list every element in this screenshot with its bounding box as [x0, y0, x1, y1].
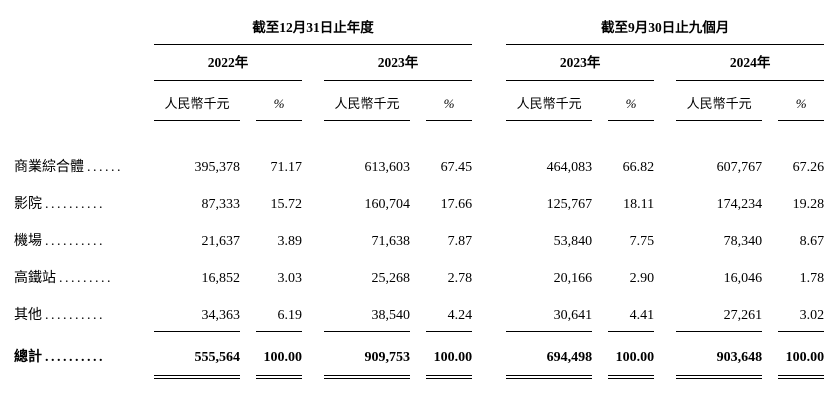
period-header-annual: 截至12月31日止年度 — [154, 10, 473, 45]
cell-percent: 3.02 — [778, 294, 825, 332]
cell-percent: 7.87 — [447, 234, 473, 249]
cell-percent: 3.03 — [277, 271, 303, 286]
revenue-by-venue-table: 截至12月31日止年度 截至9月30日止九個月 2022年 2023年 2023… — [14, 10, 825, 378]
cell-percent: 18.11 — [623, 197, 655, 212]
total-value: 694,498 — [506, 331, 593, 378]
row-label: 影院.......... — [14, 197, 105, 212]
table-row-cinema: 影院.......... 87,333 15.72 160,704 17.66 … — [14, 183, 824, 220]
cell-value: 78,340 — [723, 234, 763, 249]
year-header-2023: 2023年 — [324, 44, 473, 81]
cell-value: 21,637 — [201, 234, 241, 249]
total-value: 555,564 — [154, 331, 240, 378]
cell-percent: 4.24 — [426, 294, 473, 332]
year-header-row: 2022年 2023年 2023年 2024年 — [14, 44, 825, 81]
dot-leader: .......... — [45, 234, 105, 249]
dot-leader: .......... — [45, 197, 105, 212]
cell-percent: 1.78 — [799, 271, 825, 286]
total-percent: 100.00 — [256, 331, 302, 378]
total-label: 總計.......... — [14, 350, 105, 365]
cell-value: 464,083 — [546, 160, 593, 175]
cell-percent: 17.66 — [440, 197, 473, 212]
cell-value: 395,378 — [194, 160, 241, 175]
cell-percent: 7.75 — [629, 234, 655, 249]
cell-percent: 8.67 — [799, 234, 825, 249]
percent-header: % — [608, 80, 655, 121]
percent-header: % — [426, 80, 473, 121]
cell-value: 30,641 — [506, 294, 593, 332]
year-header-2024-9m: 2024年 — [676, 44, 825, 81]
table-row-total: 總計.......... 555,564 100.00 909,753 100.… — [14, 331, 825, 378]
unit-header: 人民幣千元 — [154, 80, 240, 121]
total-percent: 100.00 — [608, 331, 655, 378]
header-body-spacer — [14, 120, 824, 146]
total-percent: 100.00 — [778, 331, 825, 378]
dot-leader: ......... — [59, 271, 113, 286]
cell-value: 16,046 — [723, 271, 763, 286]
total-value: 909,753 — [324, 331, 410, 378]
table-row-airport: 機場.......... 21,637 3.89 71,638 7.87 53,… — [14, 220, 824, 257]
cell-percent: 67.26 — [792, 160, 825, 175]
cell-value: 607,767 — [716, 160, 763, 175]
cell-value: 125,767 — [546, 197, 593, 212]
unit-header: 人民幣千元 — [324, 80, 410, 121]
table-row-commercial-complex: 商業綜合體...... 395,378 71.17 613,603 67.45 … — [14, 146, 824, 183]
cell-percent: 3.89 — [277, 234, 303, 249]
row-label: 機場.......... — [14, 234, 105, 249]
cell-percent: 71.17 — [270, 160, 303, 175]
cell-value: 38,540 — [324, 294, 410, 332]
total-value: 903,648 — [676, 331, 763, 378]
cell-value: 53,840 — [553, 234, 593, 249]
cell-value: 27,261 — [676, 294, 763, 332]
row-label: 高鐵站......... — [14, 271, 113, 286]
cell-value: 20,166 — [553, 271, 593, 286]
year-header-2022: 2022年 — [154, 44, 302, 81]
cell-percent: 6.19 — [256, 294, 302, 332]
period-header-nine-months: 截至9月30日止九個月 — [506, 10, 825, 45]
row-label: 其他.......... — [14, 308, 105, 323]
dot-leader: .......... — [45, 350, 105, 365]
cell-percent: 15.72 — [270, 197, 303, 212]
unit-header-row: 人民幣千元 % 人民幣千元 % 人民幣千元 % 人民幣千元 % — [14, 80, 825, 121]
cell-value: 25,268 — [371, 271, 411, 286]
percent-header: % — [256, 80, 302, 121]
year-header-2023-9m: 2023年 — [506, 44, 655, 81]
cell-percent: 66.82 — [622, 160, 655, 175]
table-row-others: 其他.......... 34,363 6.19 38,540 4.24 30,… — [14, 294, 825, 332]
row-label: 商業綜合體...... — [14, 160, 123, 175]
table-row-hsr-station: 高鐵站......... 16,852 3.03 25,268 2.78 20,… — [14, 257, 824, 294]
cell-percent: 2.78 — [447, 271, 473, 286]
cell-value: 613,603 — [364, 160, 411, 175]
cell-percent: 4.41 — [608, 294, 655, 332]
cell-value: 34,363 — [154, 294, 240, 332]
cell-percent: 2.90 — [629, 271, 655, 286]
unit-header: 人民幣千元 — [676, 80, 763, 121]
cell-value: 87,333 — [201, 197, 241, 212]
cell-percent: 67.45 — [440, 160, 473, 175]
dot-leader: .......... — [45, 308, 105, 323]
period-header-row: 截至12月31日止年度 截至9月30日止九個月 — [14, 10, 825, 45]
percent-header: % — [778, 80, 825, 121]
cell-value: 160,704 — [364, 197, 411, 212]
cell-value: 16,852 — [201, 271, 241, 286]
cell-value: 71,638 — [371, 234, 411, 249]
dot-leader: ...... — [87, 160, 123, 175]
cell-value: 174,234 — [716, 197, 763, 212]
cell-percent: 19.28 — [792, 197, 825, 212]
total-percent: 100.00 — [426, 331, 473, 378]
unit-header: 人民幣千元 — [506, 80, 593, 121]
